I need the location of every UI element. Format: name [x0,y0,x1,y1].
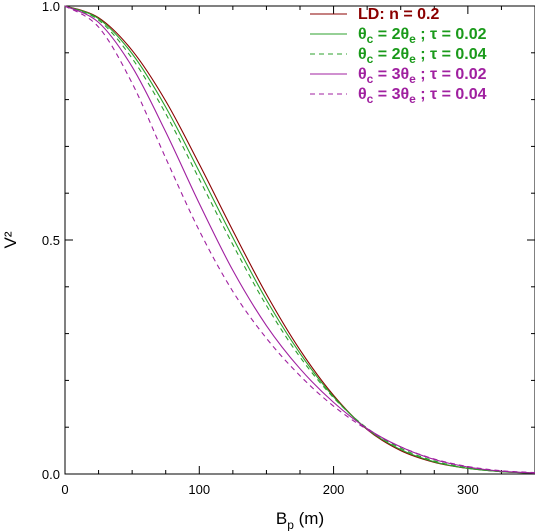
series-line-2 [64,5,535,474]
legend-label-1: LD: n = 0.2 [358,6,439,23]
x-tick-label: 0 [61,482,68,497]
x-axis-label-sub: p [287,518,294,531]
legend-label-part: e [409,32,416,46]
x-tick-label: 200 [323,482,345,497]
legend-label-part: = 2θ [373,46,409,63]
legend-label-part: = 2θ [373,26,409,43]
y-tick-label: 1.0 [42,0,60,14]
legend-label-part: e [409,72,416,86]
legend-label-part: ; τ = 0.02 [416,66,487,83]
x-tick-label: 100 [188,482,210,497]
axis-ticks: 0 100 200 300 0.0 0.5 1.0 [42,0,535,497]
series-line-5 [64,5,535,474]
legend-label-part: θ [358,86,367,103]
x-tick-label: 300 [457,482,479,497]
x-axis-label-main: B [276,509,287,528]
data-curves [64,5,535,474]
legend-label-part: ; τ = 0.04 [416,86,487,103]
legend-label-part: θ [358,26,367,43]
legend-label-part: c [367,32,374,46]
legend-label-part: LD: n = 0.2 [358,6,439,23]
legend-label-part: θ [358,46,367,63]
legend-label-5: θc = 3θe ; τ = 0.04 [358,86,487,106]
legend-label-part: e [409,52,416,66]
legend-label-part: θ [358,66,367,83]
legend-label-part: ; τ = 0.02 [416,26,487,43]
legend-label-part: = 3θ [373,86,409,103]
legend-label-2: θc = 2θe ; τ = 0.02 [358,26,487,46]
legend-label-4: θc = 3θe ; τ = 0.02 [358,66,487,86]
series-line-3 [64,5,535,474]
y-tick-label: 0.0 [42,467,60,482]
legend-label-part: ; τ = 0.04 [416,46,487,63]
series-line-4 [64,5,535,474]
x-axis-label-unit: (m) [294,509,324,528]
y-axis-label: V² [1,231,20,248]
legend-label-3: θc = 2θe ; τ = 0.04 [358,46,487,66]
legend-label-part: c [367,52,374,66]
legend-label-part: c [367,92,374,106]
legend-label-part: = 3θ [373,66,409,83]
legend-label-part: c [367,72,374,86]
legend-label-part: e [409,92,416,106]
y-tick-label: 0.5 [42,233,60,248]
x-axis-label: Bp (m) [276,509,324,531]
